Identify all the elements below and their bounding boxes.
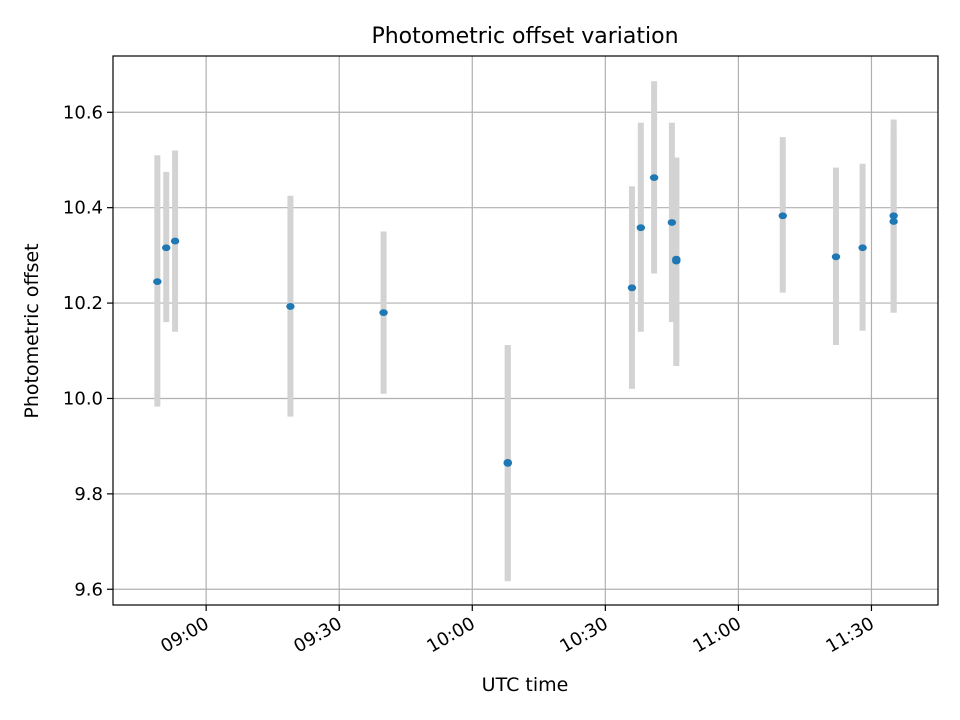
data-point [379,309,388,317]
data-point [778,212,787,220]
y-tick-label: 10.4 [63,198,103,219]
y-axis-ticks: 9.6 9.8 10.0 10.2 10.4 10.6 [63,102,113,600]
grid-lines [113,56,938,605]
data-point [627,284,637,292]
data-point [858,244,867,252]
data-point [889,218,898,225]
y-tick-label: 10.0 [63,388,103,409]
data-point [286,303,295,310]
y-tick-label: 9.8 [74,484,103,505]
data-point [667,219,677,226]
data-points [153,174,898,467]
data-point [153,278,162,286]
data-point [672,255,681,263]
data-point [649,174,659,182]
y-tick-label: 10.2 [63,293,103,314]
y-tick-label: 10.6 [63,102,103,123]
data-point [162,244,171,252]
data-point [170,237,180,245]
y-tick-label: 9.6 [74,579,103,600]
data-point [503,458,512,466]
data-point [636,224,646,232]
chart-title: Photometric offset variation [371,24,678,49]
y-axis-label: Photometric offset [21,243,43,418]
data-point [889,212,898,220]
data-point [831,253,841,261]
plot-frame [112,55,939,606]
x-axis-label: UTC time [482,674,569,696]
